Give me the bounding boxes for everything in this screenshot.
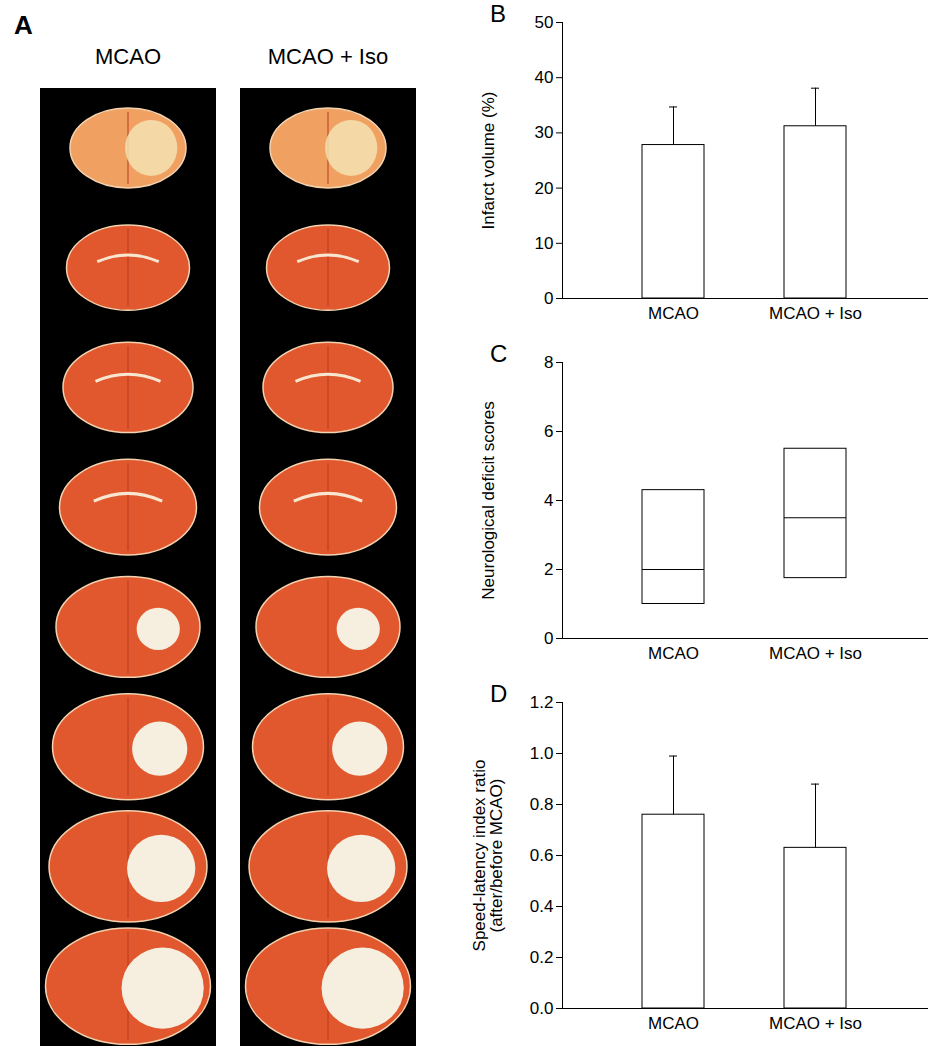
html-text:D: D	[490, 680, 508, 707]
svg-text:40: 40	[535, 68, 554, 87]
svg-text:MCAO: MCAO	[648, 304, 699, 323]
svg-text:MCAO: MCAO	[648, 1014, 699, 1033]
svg-text:0.6: 0.6	[530, 846, 554, 865]
svg-text:MCAO + Iso: MCAO + Iso	[268, 44, 388, 69]
svg-text:Infarct volume (%): Infarct volume (%)	[479, 92, 498, 230]
svg-text:20: 20	[535, 179, 554, 198]
svg-text:10: 10	[535, 234, 554, 253]
svg-text:6: 6	[544, 422, 553, 441]
svg-text:0: 0	[544, 289, 553, 308]
svg-text:MCAO + Iso: MCAO + Iso	[769, 304, 862, 323]
svg-text:0.0: 0.0	[530, 999, 554, 1018]
svg-text:MCAO + Iso: MCAO + Iso	[769, 1014, 862, 1033]
svg-text:MCAO + Iso: MCAO + Iso	[769, 644, 862, 663]
svg-text:1.2: 1.2	[530, 693, 554, 712]
svg-text:Speed-latency index ratio(afte: Speed-latency index ratio(after/before M…	[470, 760, 506, 952]
svg-text:30: 30	[535, 123, 554, 142]
svg-text:8: 8	[544, 353, 553, 372]
html-text:B: B	[490, 0, 506, 27]
html-text:C: C	[490, 340, 508, 367]
svg-text:A: A	[14, 10, 33, 40]
svg-text:0: 0	[544, 629, 553, 648]
svg-text:0.2: 0.2	[530, 948, 554, 967]
svg-text:MCAO: MCAO	[648, 644, 699, 663]
svg-text:2: 2	[544, 560, 553, 579]
svg-text:0.4: 0.4	[530, 897, 554, 916]
svg-text:MCAO: MCAO	[95, 44, 161, 69]
svg-text:4: 4	[544, 491, 553, 510]
svg-text:1.0: 1.0	[530, 744, 554, 763]
svg-text:0.8: 0.8	[530, 795, 554, 814]
svg-text:Neurological deficit scores: Neurological deficit scores	[479, 401, 498, 599]
svg-text:50: 50	[535, 13, 554, 32]
